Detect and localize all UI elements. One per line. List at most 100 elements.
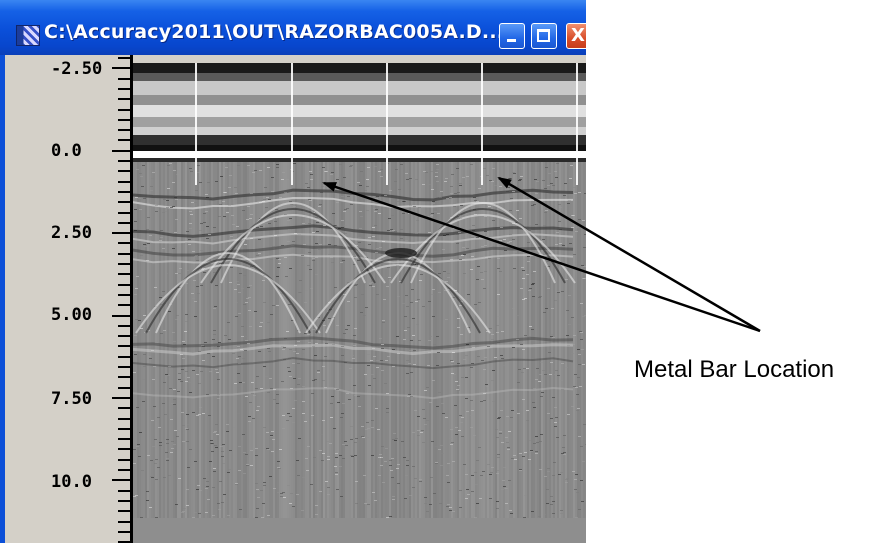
hyperbola xyxy=(315,258,481,334)
scale-tick xyxy=(118,180,130,183)
depth-label: 7.50 xyxy=(51,389,92,409)
minimize-icon xyxy=(507,39,516,42)
scale-tick xyxy=(118,221,130,224)
scale-tick xyxy=(112,232,130,235)
scale-tick xyxy=(118,293,130,296)
hyperbola xyxy=(135,264,321,334)
close-button[interactable]: X xyxy=(566,23,586,49)
maximize-icon xyxy=(537,29,550,42)
scale-tick xyxy=(118,376,130,379)
surface-band xyxy=(133,151,586,158)
scale-tick xyxy=(118,417,130,420)
scale-tick xyxy=(118,520,130,523)
scale-tick xyxy=(118,386,130,389)
scale-tick xyxy=(118,489,130,492)
scale-tick xyxy=(118,118,130,121)
reflector-line xyxy=(133,336,574,350)
scale-tick xyxy=(118,345,130,348)
depth-label: 2.50 xyxy=(51,223,92,243)
arrow-right xyxy=(497,176,761,333)
scale-tick xyxy=(112,314,130,317)
scale-tick xyxy=(112,149,130,152)
reflector-line xyxy=(133,197,574,210)
surface-band xyxy=(133,145,586,151)
scale-tick xyxy=(118,541,130,543)
scale-tick xyxy=(118,263,130,265)
trace-marker xyxy=(291,63,293,185)
scale-tick xyxy=(112,479,130,482)
hyperbola xyxy=(145,258,311,334)
reflector-line xyxy=(133,357,574,370)
surface-band xyxy=(133,95,586,105)
scale-tick xyxy=(118,139,130,142)
scale-tick xyxy=(118,448,130,451)
title-bar[interactable]: C:\Accuracy2011\OUT\RAZORBAC005A.D... X xyxy=(0,0,586,55)
scale-tick xyxy=(118,335,130,338)
hyperbola xyxy=(400,208,566,284)
trace-marker xyxy=(481,63,483,185)
application-icon[interactable] xyxy=(16,25,40,46)
reflector-line xyxy=(133,188,574,202)
arrow-left xyxy=(322,181,761,333)
scale-tick xyxy=(118,273,130,276)
scale-tick xyxy=(118,57,130,59)
scale-tick xyxy=(118,530,130,533)
scale-tick xyxy=(118,170,130,173)
scale-tick xyxy=(118,366,130,368)
hyperbola xyxy=(155,252,301,334)
close-icon: X xyxy=(571,25,585,46)
depth-label: 0.0 xyxy=(51,141,82,161)
hyperbola xyxy=(410,202,556,284)
window-title: C:\Accuracy2011\OUT\RAZORBAC005A.D... xyxy=(44,21,505,43)
scale-tick xyxy=(118,283,130,286)
scale-tick xyxy=(118,407,130,410)
scale-tick xyxy=(118,355,130,358)
scale-tick xyxy=(118,469,130,471)
surface-band xyxy=(133,158,586,162)
surface-band xyxy=(133,117,586,127)
scale-tick xyxy=(118,499,130,502)
surface-band xyxy=(133,127,586,135)
scale-tick xyxy=(118,438,130,441)
scale-tick xyxy=(118,129,130,132)
reflector-line xyxy=(133,343,574,356)
scale-tick xyxy=(118,190,130,193)
hyperbola xyxy=(220,202,366,284)
scale-tick xyxy=(118,201,130,204)
scale-tick xyxy=(118,458,130,461)
surface-band xyxy=(133,73,586,81)
reflector-line xyxy=(133,244,574,258)
reflector-line xyxy=(133,387,574,400)
scale-tick xyxy=(118,252,130,255)
scale-tick xyxy=(118,77,130,80)
radargram-bottom-fill xyxy=(133,518,586,543)
surface-band xyxy=(133,63,586,73)
scale-tick xyxy=(112,67,130,70)
application-window: C:\Accuracy2011\OUT\RAZORBAC005A.D... X … xyxy=(0,0,586,543)
surface-band xyxy=(133,81,586,95)
trace-marker xyxy=(576,63,578,185)
depth-label: 10.0 xyxy=(51,472,92,492)
scale-tick xyxy=(118,510,130,513)
scale-tick xyxy=(118,211,130,214)
radargram-view[interactable] xyxy=(133,63,586,543)
annotation-label: Metal Bar Location xyxy=(634,356,835,383)
scale-tick xyxy=(112,396,130,399)
depth-label: -2.50 xyxy=(51,59,103,79)
scale-tick xyxy=(118,98,130,101)
scale-tick xyxy=(118,427,130,430)
scale-tick xyxy=(118,304,130,307)
depth-label: 5.00 xyxy=(51,305,92,325)
reflector-blob xyxy=(385,248,417,258)
hyperbola xyxy=(210,208,376,284)
surface-band xyxy=(133,135,586,145)
surface-band xyxy=(133,105,586,117)
radargram-image xyxy=(133,63,586,543)
maximize-button[interactable] xyxy=(531,23,557,49)
reflector-line xyxy=(133,224,574,238)
minimize-button[interactable] xyxy=(499,23,525,49)
depth-scale[interactable]: -2.50 0.0 2.50 5.00 7.50 10.0 xyxy=(13,55,133,543)
hyperbola xyxy=(305,264,491,334)
trace-marker xyxy=(195,63,197,185)
